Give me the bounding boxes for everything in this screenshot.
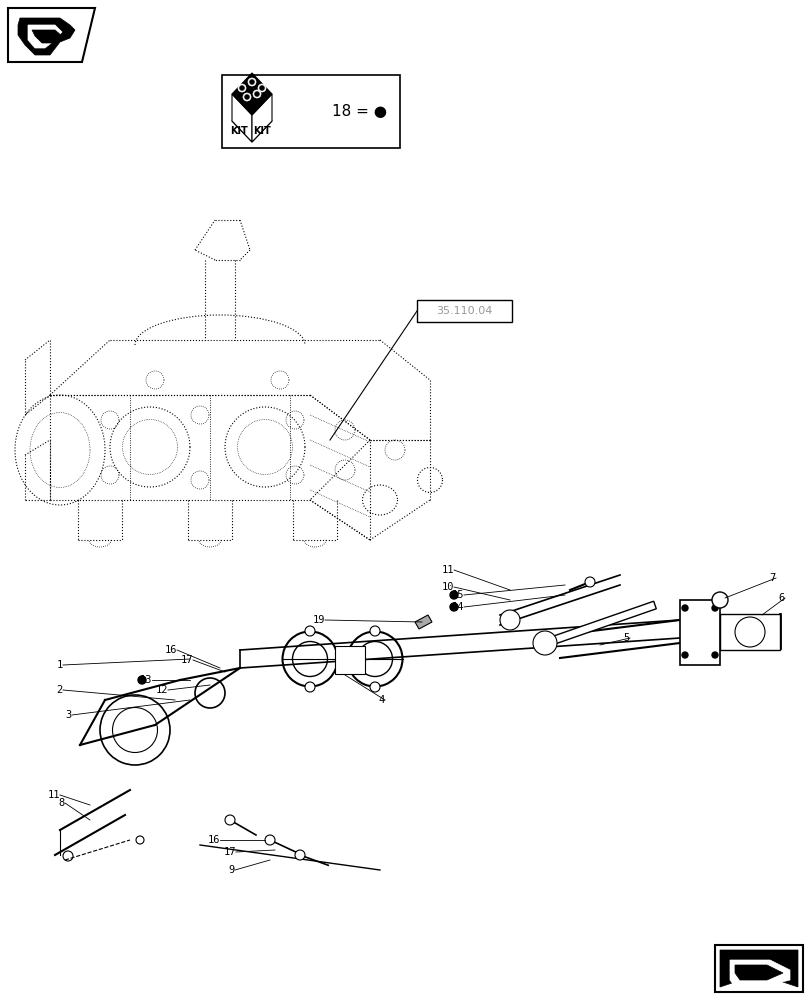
Text: 12: 12 — [156, 685, 168, 695]
Circle shape — [253, 90, 260, 98]
Text: 4: 4 — [378, 695, 384, 705]
Text: KIT: KIT — [253, 126, 271, 136]
Polygon shape — [251, 94, 272, 142]
Bar — [679, 600, 719, 665]
Polygon shape — [719, 950, 797, 987]
Polygon shape — [734, 965, 782, 980]
Text: 1: 1 — [57, 660, 63, 670]
Circle shape — [258, 84, 266, 92]
Circle shape — [254, 92, 260, 97]
Circle shape — [370, 682, 380, 692]
Text: KIT: KIT — [230, 126, 247, 136]
Text: 17: 17 — [223, 847, 236, 857]
Text: 6: 6 — [778, 593, 784, 603]
Text: 16: 16 — [208, 835, 220, 845]
Polygon shape — [232, 94, 251, 142]
Circle shape — [681, 605, 687, 611]
Text: 8: 8 — [58, 798, 65, 808]
Circle shape — [249, 80, 254, 85]
Polygon shape — [414, 615, 431, 629]
Text: 5: 5 — [623, 633, 629, 643]
Circle shape — [225, 815, 234, 825]
Circle shape — [238, 84, 246, 92]
Polygon shape — [28, 25, 62, 48]
Circle shape — [305, 626, 315, 636]
Polygon shape — [729, 960, 789, 987]
Text: 14: 14 — [451, 602, 463, 612]
Text: 10: 10 — [441, 582, 453, 592]
Text: 18 = ●: 18 = ● — [332, 104, 387, 119]
Circle shape — [370, 626, 380, 636]
Circle shape — [247, 78, 255, 86]
Bar — [221, 75, 400, 148]
Circle shape — [711, 652, 717, 658]
Circle shape — [242, 93, 251, 101]
Text: 11: 11 — [47, 790, 60, 800]
Circle shape — [138, 676, 146, 684]
Circle shape — [244, 95, 249, 100]
Bar — [719, 614, 779, 650]
Circle shape — [449, 591, 457, 599]
Circle shape — [500, 610, 519, 630]
Text: 7: 7 — [769, 573, 775, 583]
Circle shape — [264, 835, 275, 845]
Circle shape — [711, 605, 717, 611]
Bar — [417, 300, 512, 322]
Text: 9: 9 — [229, 865, 234, 875]
Circle shape — [294, 850, 305, 860]
Bar — [335, 646, 365, 674]
Text: 35.110.04: 35.110.04 — [436, 306, 492, 316]
Bar — [714, 945, 802, 992]
Circle shape — [532, 631, 556, 655]
Circle shape — [711, 592, 727, 608]
Circle shape — [239, 86, 244, 91]
Circle shape — [449, 603, 457, 611]
Text: 15: 15 — [451, 590, 463, 600]
Polygon shape — [232, 100, 272, 142]
Polygon shape — [232, 73, 272, 115]
Text: 16: 16 — [165, 645, 177, 655]
Text: 2: 2 — [57, 685, 63, 695]
Text: 13: 13 — [139, 675, 152, 685]
Text: 3: 3 — [66, 710, 72, 720]
Polygon shape — [18, 18, 75, 55]
Polygon shape — [32, 30, 62, 43]
Circle shape — [584, 577, 594, 587]
Text: 11: 11 — [441, 565, 453, 575]
FancyArrow shape — [538, 601, 655, 649]
Text: 17: 17 — [180, 655, 193, 665]
Circle shape — [260, 86, 264, 91]
Text: 19: 19 — [312, 615, 324, 625]
Circle shape — [305, 682, 315, 692]
Circle shape — [681, 652, 687, 658]
Polygon shape — [8, 8, 95, 62]
